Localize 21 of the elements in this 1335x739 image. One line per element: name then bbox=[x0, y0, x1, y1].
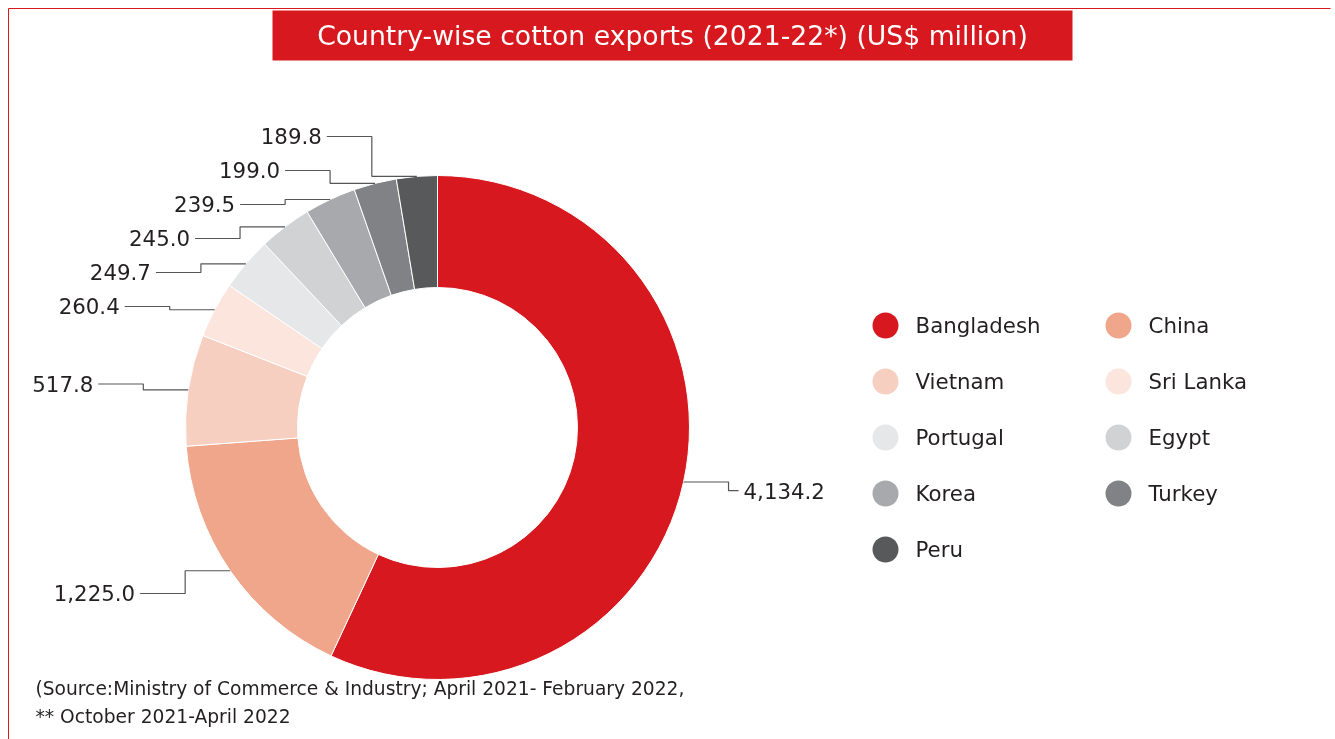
data-label: 189.8 bbox=[260, 124, 322, 150]
data-label: 245.0 bbox=[128, 226, 191, 252]
legend-label: Sri Lanka bbox=[1148, 369, 1248, 394]
legend-label: Vietnam bbox=[915, 369, 1005, 394]
text: (Source:Ministry of Commerce & Industry; April 2021- February 2022, bbox=[35, 678, 685, 699]
legend-label: Bangladesh bbox=[915, 313, 1041, 338]
data-label: 1,225.0 bbox=[53, 581, 136, 607]
legend-label: Korea bbox=[915, 481, 976, 506]
data-label: 260.4 bbox=[58, 294, 120, 320]
data-label: 199.0 bbox=[219, 158, 281, 184]
data-label: 239.5 bbox=[174, 192, 236, 218]
data-label: 249.7 bbox=[89, 260, 151, 286]
legend-label: Turkey bbox=[1147, 481, 1218, 506]
text: ** October 2021-April 2022 bbox=[35, 706, 291, 727]
legend-label: China bbox=[1148, 313, 1210, 338]
legend-label: Portugal bbox=[915, 425, 1004, 450]
legend-label: Peru bbox=[915, 537, 964, 562]
data-label: 4,134.2 bbox=[743, 478, 825, 504]
chart-title: Country-wise cotton exports (2021-22*) (US$ million) bbox=[317, 20, 1028, 51]
data-label: 517.8 bbox=[32, 372, 94, 397]
legend-label: Egypt bbox=[1148, 425, 1211, 450]
